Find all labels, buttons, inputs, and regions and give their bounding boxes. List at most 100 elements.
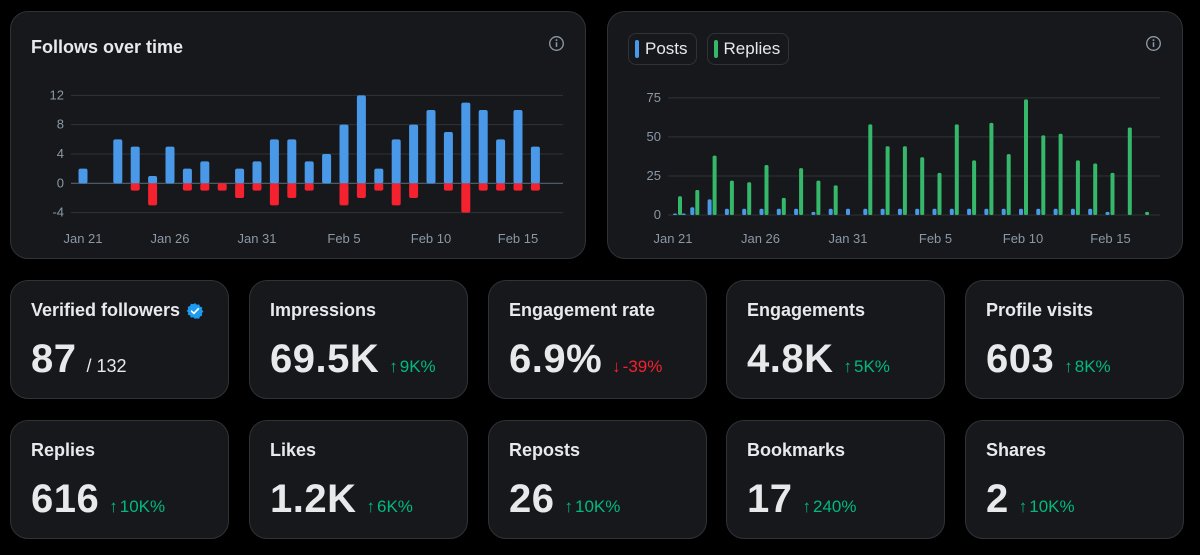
replies-bar[interactable] — [868, 124, 873, 215]
chart-bar[interactable] — [356, 95, 366, 184]
chart-bar[interactable] — [304, 161, 314, 184]
posts-bar[interactable] — [1088, 208, 1093, 215]
chart-bar[interactable] — [530, 146, 540, 184]
replies-bar[interactable] — [1024, 99, 1028, 215]
chart-bar[interactable] — [356, 183, 366, 198]
posts-bar[interactable] — [681, 213, 686, 215]
info-icon[interactable] — [1145, 35, 1162, 52]
chart-bar[interactable] — [217, 183, 227, 191]
posts-bar[interactable] — [1019, 208, 1023, 215]
replies-bar[interactable] — [972, 160, 977, 215]
chart-bar[interactable] — [287, 139, 297, 184]
chart-bar[interactable] — [200, 183, 210, 191]
chart-bar[interactable] — [130, 183, 140, 191]
chart-bar[interactable] — [443, 132, 453, 184]
chart-bar[interactable] — [530, 183, 540, 191]
posts-bar[interactable] — [932, 208, 937, 215]
replies-bar[interactable] — [764, 165, 769, 215]
chart-bar[interactable] — [165, 146, 175, 184]
chart-bar[interactable] — [148, 176, 158, 184]
chart-bar[interactable] — [513, 110, 523, 184]
posts-bar[interactable] — [1105, 211, 1110, 215]
replies-bar[interactable] — [816, 180, 821, 215]
stat-card-shares[interactable]: Shares 2 ↑ 10K% — [965, 420, 1184, 539]
chart-bar[interactable] — [513, 183, 523, 191]
stat-card-verified-followers[interactable]: Verified followers 87 / 132 — [10, 280, 229, 399]
posts-bar[interactable] — [1070, 208, 1075, 215]
chart-bar[interactable] — [148, 183, 158, 206]
replies-bar[interactable] — [920, 157, 925, 215]
chart-bar[interactable] — [113, 139, 123, 184]
chart-bar[interactable] — [287, 183, 297, 198]
legend-posts[interactable]: Posts — [628, 33, 697, 65]
posts-bar[interactable] — [915, 208, 920, 215]
chart-bar[interactable] — [252, 161, 262, 184]
stat-card-engagements[interactable]: Engagements 4.8K ↑ 5K% — [726, 280, 945, 399]
replies-bar[interactable] — [1145, 211, 1150, 215]
chart-bar[interactable] — [322, 154, 332, 184]
chart-bar[interactable] — [304, 183, 314, 191]
chart-bar[interactable] — [130, 146, 140, 184]
replies-bar[interactable] — [937, 172, 942, 215]
chart-bar[interactable] — [269, 139, 279, 184]
replies-bar[interactable] — [712, 155, 717, 215]
chart-bar[interactable] — [409, 124, 419, 184]
chart-bar[interactable] — [339, 124, 349, 184]
posts-bar[interactable] — [863, 208, 868, 215]
replies-bar[interactable] — [833, 185, 838, 215]
replies-bar[interactable] — [989, 122, 994, 215]
posts-bar[interactable] — [759, 208, 764, 215]
posts-bar[interactable] — [1001, 208, 1006, 215]
chart-bar[interactable] — [374, 168, 384, 184]
replies-bar[interactable] — [885, 146, 890, 215]
posts-bar[interactable] — [742, 208, 747, 215]
replies-bar[interactable] — [1006, 154, 1011, 215]
posts-bar[interactable] — [880, 208, 885, 215]
stat-card-replies[interactable]: Replies 616 ↑ 10K% — [10, 420, 229, 539]
replies-bar[interactable] — [678, 196, 682, 215]
stat-card-reposts[interactable]: Reposts 26 ↑ 10K% — [488, 420, 707, 539]
chart-bar[interactable] — [235, 168, 245, 184]
posts-bar[interactable] — [1036, 208, 1041, 215]
replies-bar[interactable] — [902, 146, 907, 215]
replies-bar[interactable] — [799, 168, 804, 215]
chart-bar[interactable] — [374, 183, 384, 191]
chart-bar[interactable] — [496, 139, 506, 184]
replies-bar[interactable] — [1075, 160, 1080, 215]
stat-card-impressions[interactable]: Impressions 69.5K ↑ 9K% — [249, 280, 468, 399]
replies-bar[interactable] — [729, 180, 734, 215]
chart-bar[interactable] — [409, 183, 419, 198]
posts-bar[interactable] — [673, 213, 677, 215]
stat-card-bookmarks[interactable]: Bookmarks 17 ↑ 240% — [726, 420, 945, 539]
chart-bar[interactable] — [478, 110, 488, 184]
chart-bar[interactable] — [339, 183, 349, 206]
replies-bar[interactable] — [1110, 172, 1115, 215]
replies-bar[interactable] — [1093, 163, 1098, 215]
stat-card-profile-visits[interactable]: Profile visits 603 ↑ 8K% — [965, 280, 1184, 399]
posts-bar[interactable] — [949, 208, 954, 215]
chart-bar[interactable] — [496, 183, 506, 191]
posts-bar[interactable] — [846, 208, 850, 215]
chart-bar[interactable] — [391, 139, 401, 184]
posts-bar[interactable] — [724, 208, 729, 215]
chart-bar[interactable] — [235, 183, 245, 198]
posts-bar[interactable] — [984, 208, 989, 215]
posts-bar[interactable] — [967, 208, 972, 215]
chart-bar[interactable] — [461, 183, 471, 213]
replies-bar[interactable] — [695, 190, 700, 215]
replies-bar[interactable] — [1127, 127, 1132, 216]
legend-replies[interactable]: Replies — [706, 33, 790, 65]
posts-bar[interactable] — [707, 199, 712, 215]
posts-bar[interactable] — [776, 208, 781, 215]
chart-bar[interactable] — [443, 183, 453, 191]
posts-bar[interactable] — [794, 208, 799, 215]
chart-bar[interactable] — [269, 183, 279, 206]
info-icon[interactable] — [548, 35, 565, 52]
replies-bar[interactable] — [747, 182, 752, 215]
replies-bar[interactable] — [954, 124, 959, 215]
chart-bar[interactable] — [426, 110, 436, 184]
posts-bar[interactable] — [897, 208, 902, 215]
chart-bar[interactable] — [391, 183, 401, 206]
chart-bar[interactable] — [182, 183, 192, 191]
chart-bar[interactable] — [200, 161, 210, 184]
